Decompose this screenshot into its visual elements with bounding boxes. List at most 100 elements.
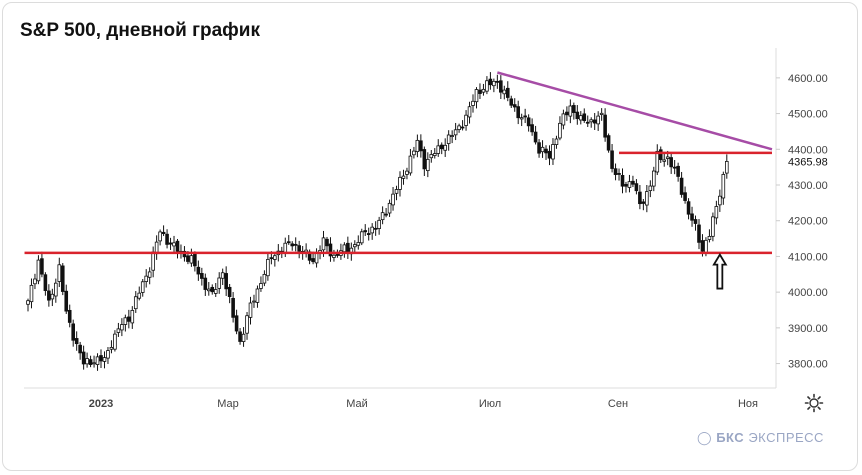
candle <box>64 284 69 314</box>
y-tick-label: 4100.00 <box>788 251 828 263</box>
candle <box>210 284 215 295</box>
candle <box>634 179 639 195</box>
candle <box>488 72 493 90</box>
candle <box>325 236 329 253</box>
candle <box>460 120 465 131</box>
candle <box>530 118 534 136</box>
arrow-up-icon <box>712 252 728 290</box>
candle <box>47 284 51 307</box>
candle <box>575 105 580 125</box>
logo-text: ЭКСПРЕСС <box>748 430 824 445</box>
candle <box>151 246 155 278</box>
candle <box>120 318 124 337</box>
plot-grid <box>24 48 777 389</box>
candle <box>380 206 385 225</box>
candle <box>624 181 628 193</box>
candle <box>582 108 587 123</box>
candle <box>273 252 277 267</box>
candle <box>248 296 253 325</box>
candle <box>519 113 524 127</box>
candle <box>252 294 256 308</box>
candle <box>373 221 378 236</box>
candle <box>419 134 423 158</box>
candle <box>36 255 41 285</box>
candle <box>356 235 361 250</box>
level-line-0 <box>497 71 773 151</box>
candle <box>492 78 496 93</box>
x-tick-label: Мар <box>217 398 239 410</box>
candle <box>220 268 225 285</box>
candle <box>255 285 260 308</box>
candle <box>99 349 103 368</box>
y-tick-label: 4600.00 <box>788 73 828 85</box>
candle <box>658 146 663 163</box>
y-tick-label: 4000.00 <box>788 287 828 299</box>
candle <box>227 283 232 304</box>
candle <box>471 94 475 113</box>
candle <box>408 148 413 176</box>
candle <box>631 175 635 188</box>
candle <box>102 351 107 369</box>
candle <box>693 215 698 231</box>
candle <box>439 142 444 155</box>
candle <box>200 267 204 286</box>
logo-brand: БКС <box>716 430 745 445</box>
candle <box>57 257 62 287</box>
candle <box>196 260 201 281</box>
candle <box>342 242 347 258</box>
candle <box>638 185 642 210</box>
candle <box>547 145 552 166</box>
candle <box>561 109 566 130</box>
candle <box>175 238 180 259</box>
candle <box>259 276 263 292</box>
candle <box>304 243 308 258</box>
candle <box>436 139 441 157</box>
candle <box>401 169 406 185</box>
candle <box>363 224 368 236</box>
candle <box>711 212 715 242</box>
candle <box>165 229 169 249</box>
candle <box>168 237 173 250</box>
candle <box>106 347 110 364</box>
candle <box>286 235 291 245</box>
candle <box>172 235 176 253</box>
candle <box>679 171 684 198</box>
candle <box>485 76 489 95</box>
candle <box>617 168 621 181</box>
candle <box>672 160 677 175</box>
candle <box>707 229 712 243</box>
candle <box>26 298 30 312</box>
candle <box>589 117 594 128</box>
candle <box>648 180 653 198</box>
candle <box>412 146 416 159</box>
candle <box>147 267 152 285</box>
candle <box>718 189 722 212</box>
candle <box>391 187 395 211</box>
logo-mark-icon: ◯ <box>697 430 713 445</box>
candle <box>422 146 427 176</box>
candle <box>29 278 34 309</box>
candle <box>328 237 333 262</box>
candle <box>54 278 58 303</box>
gear-icon[interactable] <box>804 393 824 413</box>
candle <box>127 309 131 329</box>
candle <box>432 148 437 159</box>
candle <box>217 272 222 294</box>
candle <box>697 219 701 250</box>
candle <box>499 75 503 99</box>
candle <box>429 149 434 163</box>
candle <box>384 207 388 218</box>
candle <box>613 163 618 181</box>
candle <box>154 235 159 260</box>
candle <box>655 144 660 176</box>
candle <box>266 253 270 281</box>
candle <box>509 95 514 108</box>
candle <box>245 312 249 340</box>
x-tick-label: Сен <box>608 398 628 410</box>
candle <box>457 123 461 133</box>
candle <box>505 81 510 102</box>
x-tick-label: Май <box>346 398 368 410</box>
candle <box>599 108 604 121</box>
candle <box>231 292 235 323</box>
y-tick-label: 3800.00 <box>788 359 828 371</box>
